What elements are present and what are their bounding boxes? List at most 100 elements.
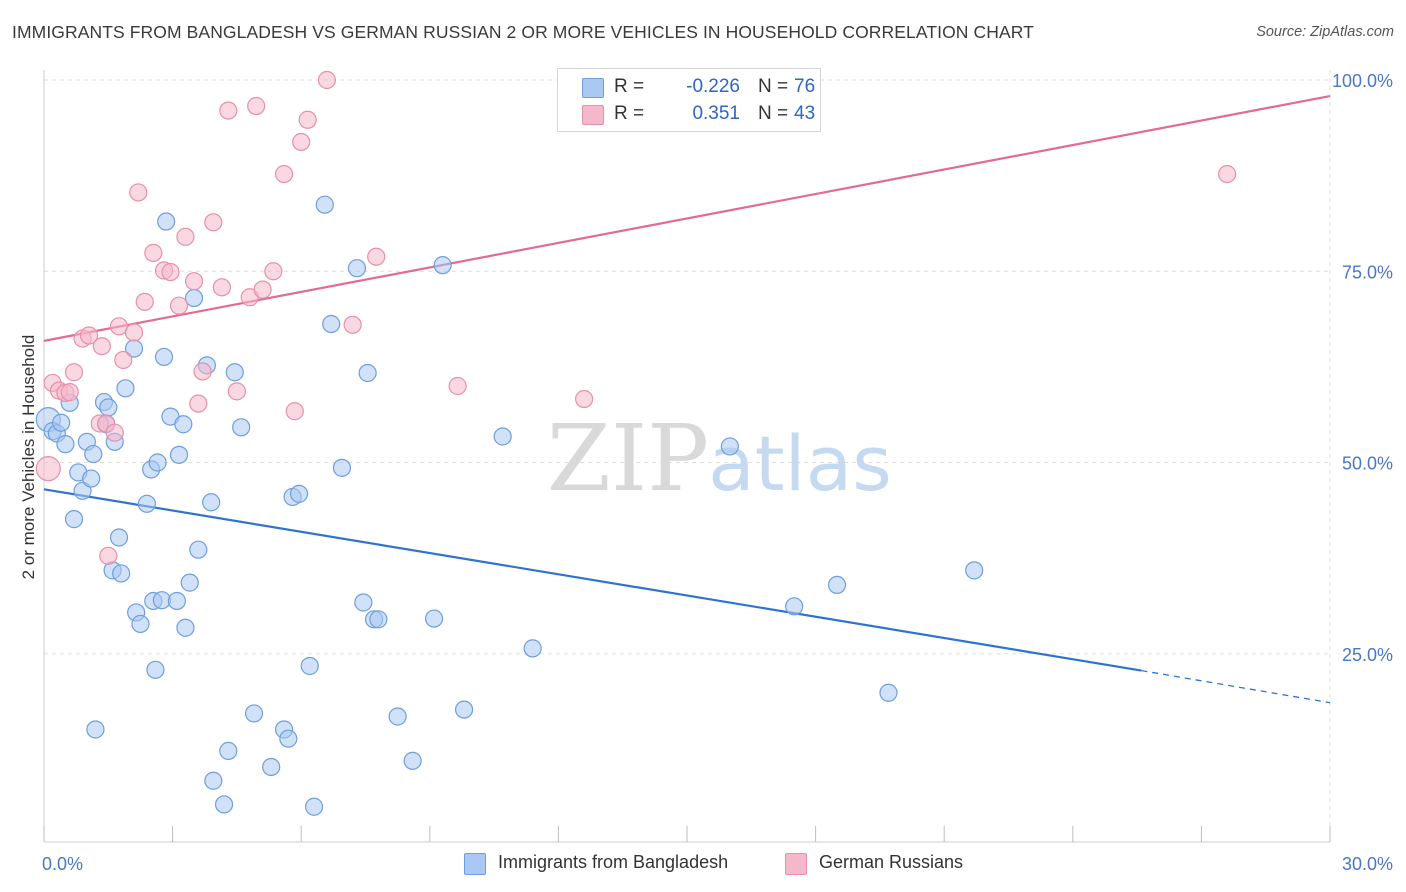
point-bangladesh [202, 493, 221, 512]
point-bangladesh [369, 610, 388, 629]
point-german-russians [169, 296, 189, 315]
y-tick-label: 100.0% [1332, 71, 1393, 91]
legend-swatch-pink [582, 105, 604, 125]
point-bangladesh [332, 458, 352, 477]
trend-line-german-russians [43, 94, 1331, 342]
data-points [35, 70, 1237, 816]
point-bangladesh [424, 609, 444, 628]
trend-line-bangladesh-extrapolated [1141, 669, 1331, 704]
point-german-russians [212, 278, 231, 297]
point-german-russians [60, 383, 79, 402]
point-german-russians [124, 323, 144, 342]
point-bangladesh [167, 591, 186, 611]
x-tick-label: 30.0% [1342, 854, 1393, 874]
point-german-russians [114, 350, 133, 370]
point-bangladesh [82, 469, 101, 488]
point-german-russians [64, 363, 84, 382]
point-german-russians [317, 70, 337, 90]
point-german-russians [189, 394, 208, 413]
point-bangladesh [244, 704, 264, 723]
point-german-russians [227, 382, 246, 401]
legend-n-value-pink: 43 [794, 103, 816, 124]
point-bangladesh [358, 363, 377, 383]
point-bangladesh [112, 564, 131, 583]
point-bangladesh [262, 757, 281, 777]
point-bangladesh [131, 614, 150, 634]
trend-line-bangladesh [43, 488, 1142, 672]
point-bangladesh [56, 435, 75, 454]
bottom-legend-swatch-blue [464, 853, 486, 875]
watermark-atlas: atlas [708, 419, 892, 508]
x-tick-labels: 0.0% 30.0% [42, 854, 1393, 874]
point-bangladesh [169, 445, 189, 464]
point-german-russians [1218, 164, 1237, 184]
y-tick-label: 75.0% [1342, 262, 1393, 282]
point-bangladesh [279, 729, 298, 748]
point-german-russians [292, 132, 311, 152]
point-bangladesh [146, 660, 165, 679]
point-bangladesh [965, 561, 984, 580]
point-bangladesh [300, 656, 319, 676]
point-bangladesh [388, 707, 407, 726]
point-german-russians [219, 101, 238, 120]
point-german-russians [343, 315, 362, 334]
point-bangladesh [720, 437, 739, 456]
point-bangladesh [214, 795, 234, 814]
point-bangladesh [157, 212, 176, 231]
point-bangladesh [354, 593, 373, 612]
point-bangladesh [137, 494, 156, 513]
y-axis-label: 2 or more Vehicles in Household [19, 335, 38, 580]
legend-r-label: R = [614, 103, 645, 124]
point-bangladesh [180, 573, 199, 592]
point-bangladesh [315, 195, 334, 214]
point-german-russians [274, 164, 294, 184]
point-bangladesh [176, 618, 195, 637]
axes [43, 70, 1331, 843]
point-german-russians [193, 362, 212, 381]
point-bangladesh [174, 415, 193, 434]
point-bangladesh [304, 797, 324, 816]
point-bangladesh [433, 256, 452, 275]
point-bangladesh [64, 510, 84, 529]
point-bangladesh [827, 575, 847, 595]
bottom-legend-swatch-pink [785, 853, 807, 875]
point-bangladesh [204, 771, 223, 790]
point-bangladesh [879, 683, 898, 702]
point-german-russians [298, 110, 317, 129]
point-bangladesh [347, 259, 367, 278]
point-bangladesh [184, 288, 204, 308]
legend-n-value-blue: 76 [794, 76, 816, 97]
point-german-russians [161, 262, 180, 282]
point-bangladesh [322, 314, 341, 334]
legend-n-label: N = [758, 76, 789, 97]
point-bangladesh [403, 751, 422, 770]
point-german-russians [176, 227, 195, 246]
y-tick-labels: 25.0% 50.0% 75.0% 100.0% [1332, 71, 1393, 665]
point-german-russians [448, 376, 467, 396]
point-german-russians [35, 456, 61, 482]
legend-r-value-blue: -0.226 [686, 76, 740, 97]
point-bangladesh [109, 528, 129, 547]
source-label: Source: ZipAtlas.com [1256, 24, 1394, 40]
point-bangladesh [84, 444, 103, 464]
point-german-russians [144, 243, 163, 262]
stats-legend: R = -0.226 N = 76 R = 0.351 N = 43 [557, 68, 821, 132]
point-bangladesh [148, 453, 167, 472]
point-german-russians [184, 272, 204, 291]
point-bangladesh [219, 741, 238, 761]
point-german-russians [99, 546, 118, 565]
point-bangladesh [523, 639, 542, 658]
x-tick-label: 0.0% [42, 854, 83, 874]
y-tick-label: 50.0% [1342, 454, 1393, 474]
point-bangladesh [289, 484, 309, 503]
point-bangladesh [86, 720, 105, 739]
bottom-legend-label: Immigrants from Bangladesh [498, 852, 729, 872]
legend-n-label: N = [758, 103, 789, 124]
point-bangladesh [454, 700, 474, 719]
bottom-legend-label: German Russians [819, 852, 964, 872]
point-german-russians [285, 402, 304, 421]
point-german-russians [253, 280, 272, 299]
point-german-russians [247, 96, 266, 116]
watermark-zip: ZIP [547, 405, 709, 512]
